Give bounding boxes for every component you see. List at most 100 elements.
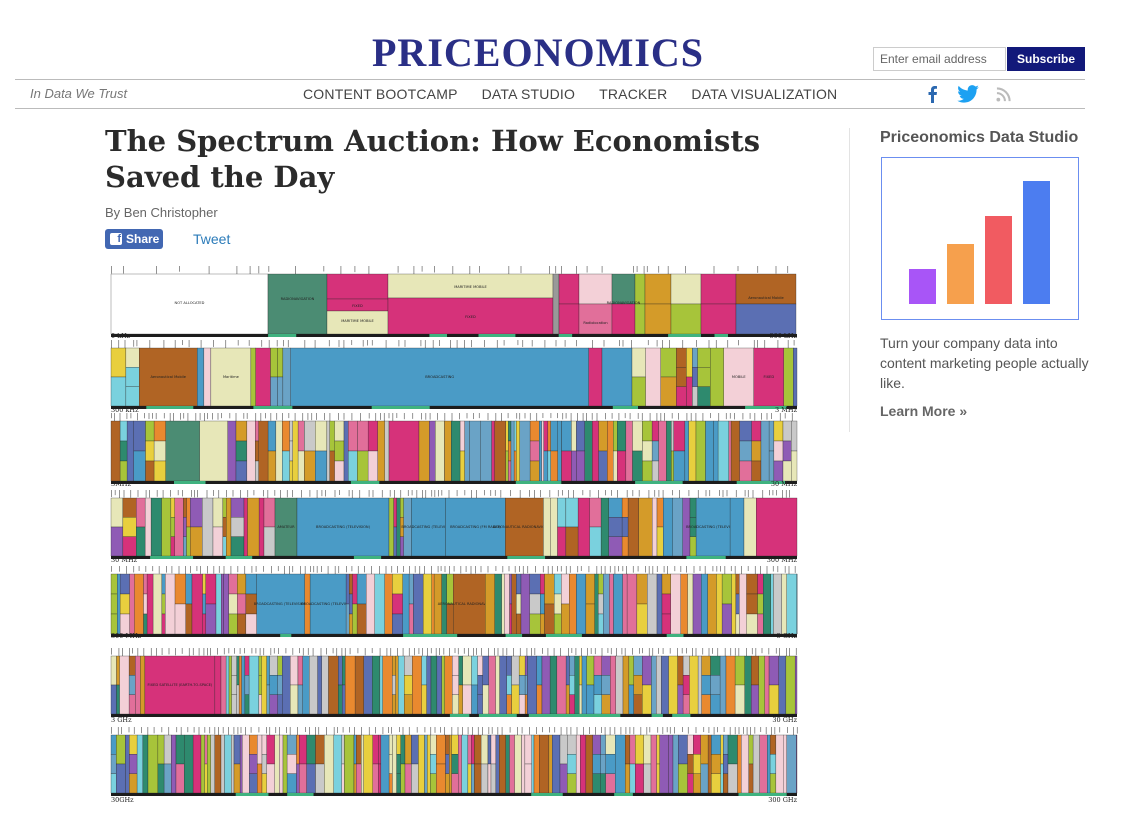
spectrum-band bbox=[488, 655, 496, 715]
freq-tick-5 bbox=[632, 648, 633, 655]
freq-tick-6 bbox=[649, 727, 651, 733]
spectrum-band bbox=[686, 347, 693, 378]
spectrum-band bbox=[650, 734, 657, 794]
freq-tick-5 bbox=[677, 648, 678, 657]
subscribe-button[interactable]: Subscribe bbox=[1007, 47, 1085, 71]
spectrum-band bbox=[110, 773, 117, 794]
row-end-label: 300 GHz bbox=[768, 796, 797, 804]
facebook-icon[interactable] bbox=[924, 84, 940, 104]
spectrum-band bbox=[752, 734, 760, 794]
freq-tick-3 bbox=[368, 490, 370, 497]
spectrum-allocation-chart[interactable]: NOT ALLOCATED RADIONAVIGATION FIXED MARITIM… bbox=[105, 262, 805, 815]
nav-data-visualization[interactable]: DATA VISUALIZATION bbox=[691, 86, 838, 102]
spectrum-band bbox=[266, 763, 275, 794]
row-end-label: 300 kHz bbox=[769, 332, 797, 340]
freq-tick-5 bbox=[198, 648, 200, 656]
freq-tick-4 bbox=[178, 566, 180, 575]
freq-tick-5 bbox=[639, 648, 640, 654]
freq-tick-4 bbox=[502, 566, 504, 573]
freq-tick-6 bbox=[601, 727, 602, 733]
row-end-label: 30 MHz bbox=[771, 480, 798, 488]
freq-tick-6 bbox=[258, 727, 260, 733]
freq-tick-5 bbox=[192, 648, 194, 656]
spectrum-band bbox=[256, 573, 305, 635]
freq-tick-6 bbox=[477, 727, 479, 736]
freq-tick-6 bbox=[570, 727, 572, 735]
freq-tick-0 bbox=[633, 266, 634, 273]
freq-tick-6 bbox=[723, 727, 725, 733]
twitter-icon[interactable] bbox=[956, 84, 980, 104]
site-logo[interactable]: PRICEONOMICS bbox=[372, 30, 705, 75]
freq-tick-5 bbox=[188, 648, 190, 657]
nav-data-studio[interactable]: DATA STUDIO bbox=[481, 86, 576, 102]
spectrum-band bbox=[509, 573, 512, 605]
spectrum-band bbox=[277, 655, 283, 676]
spectrum-band bbox=[629, 734, 636, 765]
freq-tick-3 bbox=[177, 490, 179, 496]
freq-tick-5 bbox=[390, 648, 392, 656]
spectrum-band bbox=[710, 655, 721, 676]
freq-tick-1 bbox=[787, 340, 789, 349]
spectrum-band bbox=[480, 763, 489, 794]
spectrum-band bbox=[161, 573, 166, 595]
row-start-label: 3MHz bbox=[111, 480, 131, 488]
freq-tick-5 bbox=[560, 648, 561, 657]
band-label: Radiolocation bbox=[583, 321, 607, 325]
freq-tick-3 bbox=[573, 490, 574, 498]
spectrum-band bbox=[494, 420, 506, 482]
freq-tick-1 bbox=[424, 340, 426, 349]
facebook-share-button[interactable]: f Share bbox=[105, 229, 163, 249]
spectrum-band bbox=[495, 655, 500, 715]
spectrum-band bbox=[357, 420, 369, 452]
freq-tick-6 bbox=[734, 727, 736, 735]
freq-tick-4 bbox=[680, 566, 682, 573]
spectrum-band bbox=[756, 497, 798, 557]
freq-tick-5 bbox=[473, 648, 474, 656]
spectrum-band bbox=[600, 754, 606, 774]
spectrum-band bbox=[423, 573, 432, 635]
freq-tick-6 bbox=[629, 727, 631, 734]
freq-tick-1 bbox=[777, 340, 779, 349]
spectrum-band bbox=[594, 573, 599, 635]
freq-tick-5 bbox=[568, 648, 569, 657]
promo-bar-4 bbox=[1023, 181, 1050, 304]
spectrum-band bbox=[687, 773, 694, 794]
spectrum-band bbox=[746, 593, 758, 615]
freq-tick-2 bbox=[516, 413, 518, 419]
spectrum-band bbox=[661, 613, 671, 635]
data-studio-promo-image[interactable] bbox=[881, 157, 1079, 320]
spectrum-band bbox=[678, 734, 688, 765]
freq-tick-6 bbox=[269, 727, 271, 736]
freq-tick-6 bbox=[554, 727, 556, 733]
spectrum-band bbox=[228, 573, 238, 595]
spectrum-band bbox=[574, 655, 580, 715]
freq-tick-4 bbox=[626, 566, 627, 575]
tweet-button[interactable]: Tweet bbox=[193, 231, 231, 247]
learn-more-link[interactable]: Learn More » bbox=[880, 403, 968, 419]
row-band-5 bbox=[528, 714, 573, 717]
spectrum-band bbox=[600, 734, 606, 755]
nav-content-bootcamp[interactable]: CONTENT BOOTCAMP bbox=[303, 86, 458, 102]
freq-tick-6 bbox=[375, 727, 376, 734]
freq-tick-5 bbox=[616, 648, 617, 657]
email-input[interactable] bbox=[873, 47, 1006, 71]
row-end-label: 300 MHz bbox=[767, 556, 798, 564]
spectrum-band bbox=[673, 450, 686, 482]
freq-tick-2 bbox=[649, 413, 651, 422]
rss-icon[interactable] bbox=[995, 84, 1011, 104]
spectrum-band bbox=[261, 754, 267, 774]
freq-tick-2 bbox=[276, 413, 278, 420]
freq-tick-2 bbox=[343, 413, 345, 420]
freq-tick-4 bbox=[487, 566, 489, 573]
freq-tick-5 bbox=[143, 648, 145, 657]
freq-tick-1 bbox=[592, 340, 593, 349]
spectrum-band bbox=[152, 573, 163, 635]
freq-tick-6 bbox=[750, 727, 751, 735]
freq-tick-0 bbox=[757, 266, 759, 273]
spectrum-band bbox=[243, 497, 248, 557]
freq-tick-6 bbox=[482, 727, 483, 736]
spectrum-band bbox=[190, 526, 203, 557]
nav-tracker[interactable]: TRACKER bbox=[599, 86, 668, 102]
spectrum-band bbox=[387, 297, 554, 335]
spectrum-band bbox=[723, 754, 729, 774]
